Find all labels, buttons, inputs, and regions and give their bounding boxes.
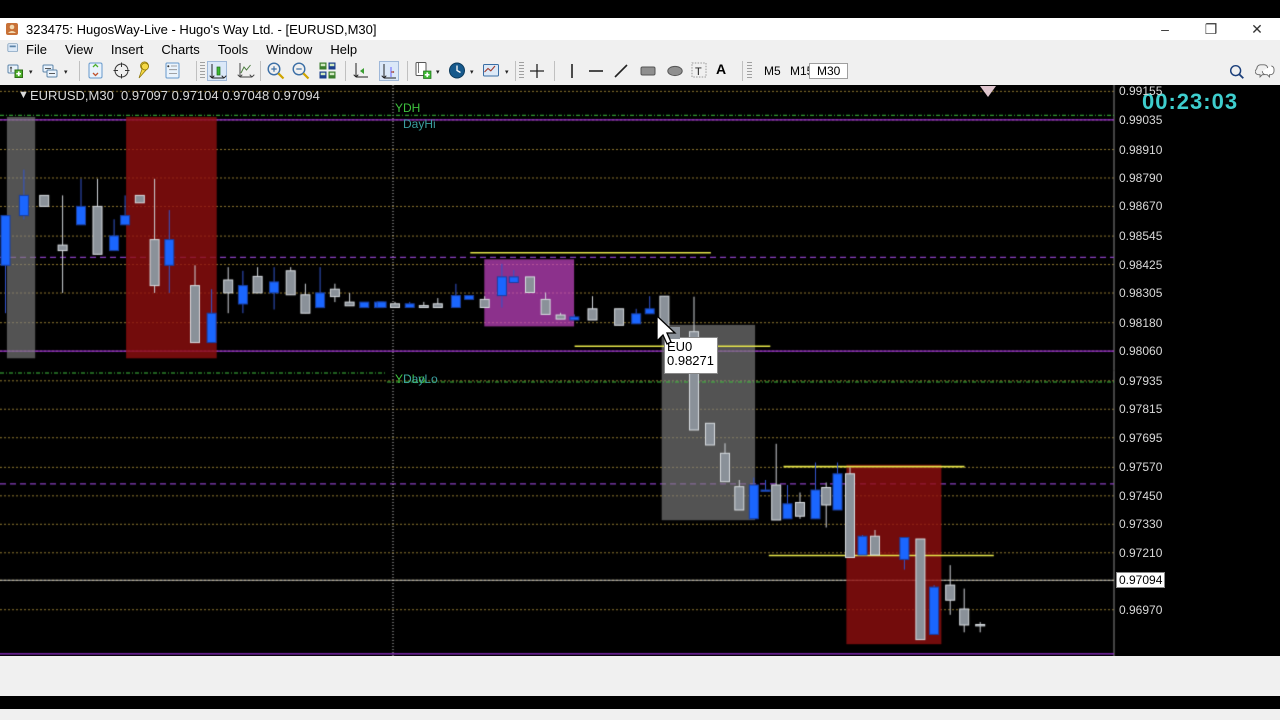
svg-text:T: T [695, 66, 702, 78]
